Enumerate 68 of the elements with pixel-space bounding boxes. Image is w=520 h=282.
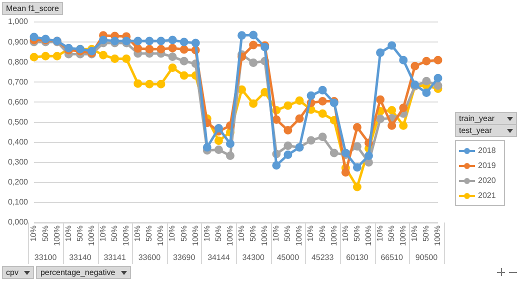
x-tick-label: 100% (225, 226, 234, 246)
y-tick-label: 0,700 (8, 77, 29, 86)
x-tick-label: 100% (329, 226, 338, 246)
x-tick-label: 10% (375, 226, 384, 242)
x-tick-label: 50% (40, 226, 50, 242)
x-tick-label: 10% (98, 226, 108, 242)
x-tick-label: 100% (294, 226, 304, 246)
text: 33690 (172, 253, 196, 262)
x-tick-label: 100% (52, 226, 62, 246)
x-tick-label: 100% (433, 226, 442, 246)
legend-title: train_year (459, 114, 495, 123)
text: cpv (6, 268, 18, 277)
y-tick-label: 1,000 (8, 17, 29, 26)
y-tick-label: 0,100 (8, 198, 29, 207)
y-tick-label: 0,300 (8, 158, 29, 167)
y-tick-label: 0,600 (8, 97, 29, 106)
y-tick-label: 0,400 (8, 138, 29, 147)
x-tick-label: 10% (410, 226, 420, 242)
x-tick-label: 50% (318, 226, 327, 242)
x-tick-label: 10% (340, 226, 350, 242)
x-tick-label: 10% (236, 226, 246, 242)
x-tick-label: 100% (86, 226, 96, 246)
x-tick-label: 50% (179, 226, 188, 242)
text: percentage_negative (40, 268, 116, 277)
x-tick-label: 10% (168, 226, 177, 242)
text: 45233 (311, 253, 334, 262)
x-tick-label: 10% (29, 226, 38, 242)
text: 33600 (138, 253, 162, 262)
x-tick-label: 100% (364, 226, 373, 246)
x-tick-label: 100% (122, 226, 131, 246)
legend-label: 2021 (478, 191, 496, 200)
x-tick-label: 10% (64, 226, 73, 242)
x-tick-label: 100% (260, 226, 270, 246)
text: 34300 (242, 253, 265, 262)
text: 33140 (69, 253, 92, 262)
x-tick-label: 50% (144, 226, 154, 242)
legend-label: 2018 (478, 146, 496, 155)
x-tick-label: 50% (422, 226, 431, 242)
y-tick-label: 0,200 (8, 178, 29, 187)
legend-label: 2019 (478, 161, 496, 170)
x-tick-label: 50% (352, 226, 362, 242)
x-tick-label: 10% (202, 226, 212, 242)
y-tick-label: 0,500 (8, 117, 29, 126)
text: 90500 (415, 253, 438, 262)
text: 34144 (208, 253, 230, 262)
x-tick-label: 10% (133, 226, 142, 242)
x-tick-label: 50% (387, 226, 396, 242)
y-axis-title: Mean f1_score (2, 2, 63, 15)
x-tick-label: 50% (75, 226, 84, 242)
text: 33141 (104, 253, 126, 262)
x-tick-label: 50% (214, 226, 223, 242)
x-tick-label: 50% (248, 226, 258, 242)
text: 60130 (346, 253, 369, 262)
legend-label: 2020 (478, 176, 496, 185)
y-tick-label: 0,000 (8, 218, 29, 227)
x-tick-label: 100% (398, 226, 408, 246)
x-tick-label: 50% (283, 226, 292, 242)
text: 45000 (276, 253, 300, 262)
x-tick-label: 10% (272, 226, 281, 242)
x-tick-label: 100% (190, 226, 200, 246)
text: test_year (459, 126, 492, 135)
x-tick-label: 100% (156, 226, 166, 246)
text: 33100 (34, 253, 58, 262)
y-tick-label: 0,800 (8, 57, 29, 66)
text: 66510 (380, 253, 404, 262)
x-tick-label: 50% (110, 226, 120, 242)
y-tick-label: 0,900 (8, 37, 29, 46)
x-tick-label: 10% (306, 226, 316, 242)
